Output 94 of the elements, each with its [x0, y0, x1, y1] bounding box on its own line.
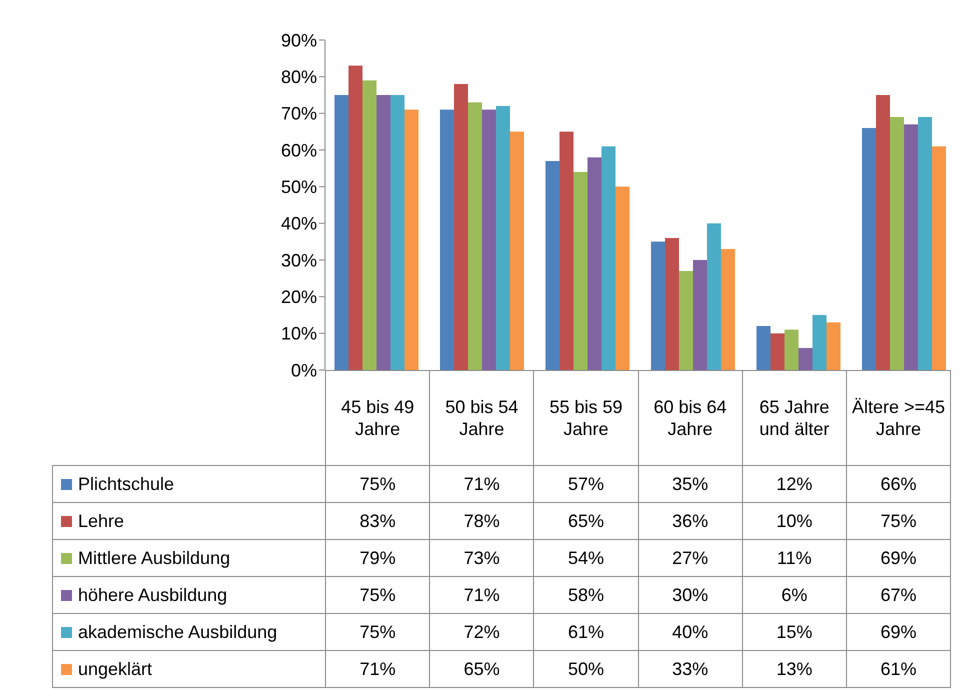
x-tick-label: 65 Jahre und älter	[742, 370, 846, 466]
data-label: 61%	[534, 614, 638, 650]
bar	[615, 186, 630, 370]
bar	[390, 95, 404, 370]
bar	[812, 315, 826, 370]
bar	[826, 322, 840, 370]
bar	[932, 146, 946, 370]
bar	[334, 95, 348, 370]
data-label: 75%	[846, 502, 951, 540]
bar	[756, 326, 770, 370]
x-tick-label: 55 bis 59 Jahre	[534, 370, 638, 466]
bar	[510, 132, 524, 370]
bar	[904, 124, 918, 370]
bar	[706, 223, 721, 370]
x-tick-label: 45 bis 49 Jahre	[326, 370, 430, 466]
legend-label: Plichtschule	[52, 466, 326, 502]
bar	[587, 157, 602, 370]
y-tick-label: 60%	[280, 140, 317, 160]
data-label: 57%	[534, 466, 638, 502]
data-label: 73%	[430, 540, 534, 576]
bar	[440, 110, 454, 370]
y-tick-label: 90%	[280, 30, 317, 50]
x-tick-label: 60 bis 64 Jahre	[638, 370, 742, 466]
data-label: 75%	[326, 466, 430, 502]
bar	[798, 348, 812, 370]
data-label: 36%	[638, 502, 742, 540]
data-label: 54%	[534, 540, 638, 576]
data-label: 61%	[846, 650, 951, 688]
data-label: 11%	[742, 540, 846, 576]
bar	[559, 132, 574, 370]
y-tick-label: 80%	[280, 67, 317, 88]
data-label: 33%	[638, 650, 742, 688]
bar	[348, 66, 362, 370]
data-label: 67%	[846, 576, 951, 614]
y-tick-label: 10%	[280, 324, 317, 344]
y-tick-label: 40%	[280, 214, 317, 234]
data-label: 75%	[326, 614, 430, 650]
data-label: 78%	[430, 502, 534, 540]
bar	[454, 84, 468, 370]
bar	[376, 95, 390, 370]
data-label: 69%	[846, 540, 951, 576]
data-label: 35%	[638, 466, 742, 502]
bar	[362, 80, 376, 370]
x-tick-label: Ältere >=45 Jahre	[846, 370, 951, 466]
x-tick-label: 50 bis 54 Jahre	[430, 370, 534, 466]
data-label: 65%	[430, 650, 534, 688]
data-label: 13%	[742, 650, 846, 688]
bar	[573, 172, 588, 370]
bar	[678, 271, 693, 370]
data-label: 27%	[638, 540, 742, 576]
y-tick-label: 20%	[280, 287, 317, 308]
bar	[692, 260, 707, 370]
legend-label: Mittlere Ausbildung	[52, 540, 326, 576]
bar	[404, 110, 418, 370]
data-label: 12%	[742, 466, 846, 502]
bar	[784, 330, 798, 370]
data-label: 75%	[326, 576, 430, 614]
data-label: 40%	[638, 614, 742, 650]
bar	[496, 106, 510, 370]
data-label: 50%	[534, 650, 638, 688]
bar	[890, 117, 904, 370]
data-label: 15%	[742, 614, 846, 650]
bar	[664, 238, 679, 370]
data-label: 71%	[430, 576, 534, 614]
bar	[482, 110, 496, 370]
y-tick-label: 70%	[280, 104, 317, 124]
bar	[468, 102, 482, 370]
data-label: 66%	[846, 466, 951, 502]
data-label: 72%	[430, 614, 534, 650]
data-label: 69%	[846, 614, 951, 650]
data-label: 58%	[534, 576, 638, 614]
bar	[876, 95, 890, 370]
bar	[601, 146, 616, 370]
data-label: 65%	[534, 502, 638, 540]
bar	[770, 333, 784, 370]
legend-label: höhere Ausbildung	[52, 576, 326, 614]
data-label: 10%	[742, 502, 846, 540]
bar	[650, 242, 665, 370]
bar	[720, 249, 735, 370]
y-tick-label: 0%	[290, 360, 317, 380]
legend-label: Lehre	[52, 502, 326, 540]
bar	[918, 117, 932, 370]
bar	[862, 128, 876, 370]
data-label: 71%	[326, 650, 430, 688]
bar	[545, 161, 560, 370]
data-label: 6%	[742, 576, 846, 614]
y-tick-label: 30%	[280, 250, 317, 270]
data-label: 83%	[326, 502, 430, 540]
legend-label: ungeklärt	[52, 650, 326, 688]
legend-label: akademische Ausbildung	[52, 614, 326, 650]
y-tick-label: 50%	[280, 177, 317, 198]
data-label: 71%	[430, 466, 534, 502]
data-label: 79%	[326, 540, 430, 576]
data-label: 30%	[638, 576, 742, 614]
